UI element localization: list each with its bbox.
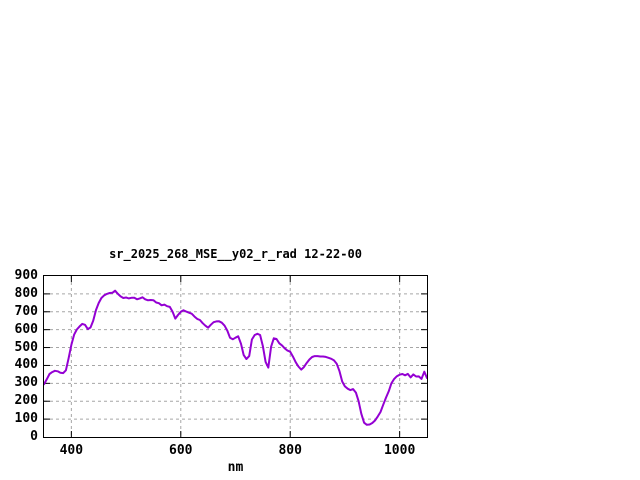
y-tick-label: 900 (14, 268, 38, 283)
y-tick-label: 100 (14, 411, 38, 427)
x-tick-label: 800 (278, 443, 302, 458)
data-line (44, 289, 427, 426)
y-tick-label: 300 (14, 375, 38, 391)
y-tick-label: 200 (14, 393, 38, 409)
chart-title: sr_2025_268_MSE__y02_r_rad 12-22-00 (109, 247, 362, 261)
x-tick-label: 600 (169, 443, 193, 458)
plot-area (43, 275, 428, 438)
x-axis-title: nm (227, 460, 244, 475)
plot-svg (44, 276, 427, 437)
y-tick-label: 700 (14, 303, 38, 319)
y-tick-label: 400 (14, 357, 38, 373)
y-tick-label: 0 (30, 429, 38, 444)
x-tick-label: 1000 (383, 443, 416, 458)
y-tick-label: 600 (14, 321, 38, 337)
y-tick-label: 500 (14, 339, 38, 355)
x-tick-label: 400 (59, 443, 84, 458)
y-tick-label: 800 (14, 285, 38, 301)
